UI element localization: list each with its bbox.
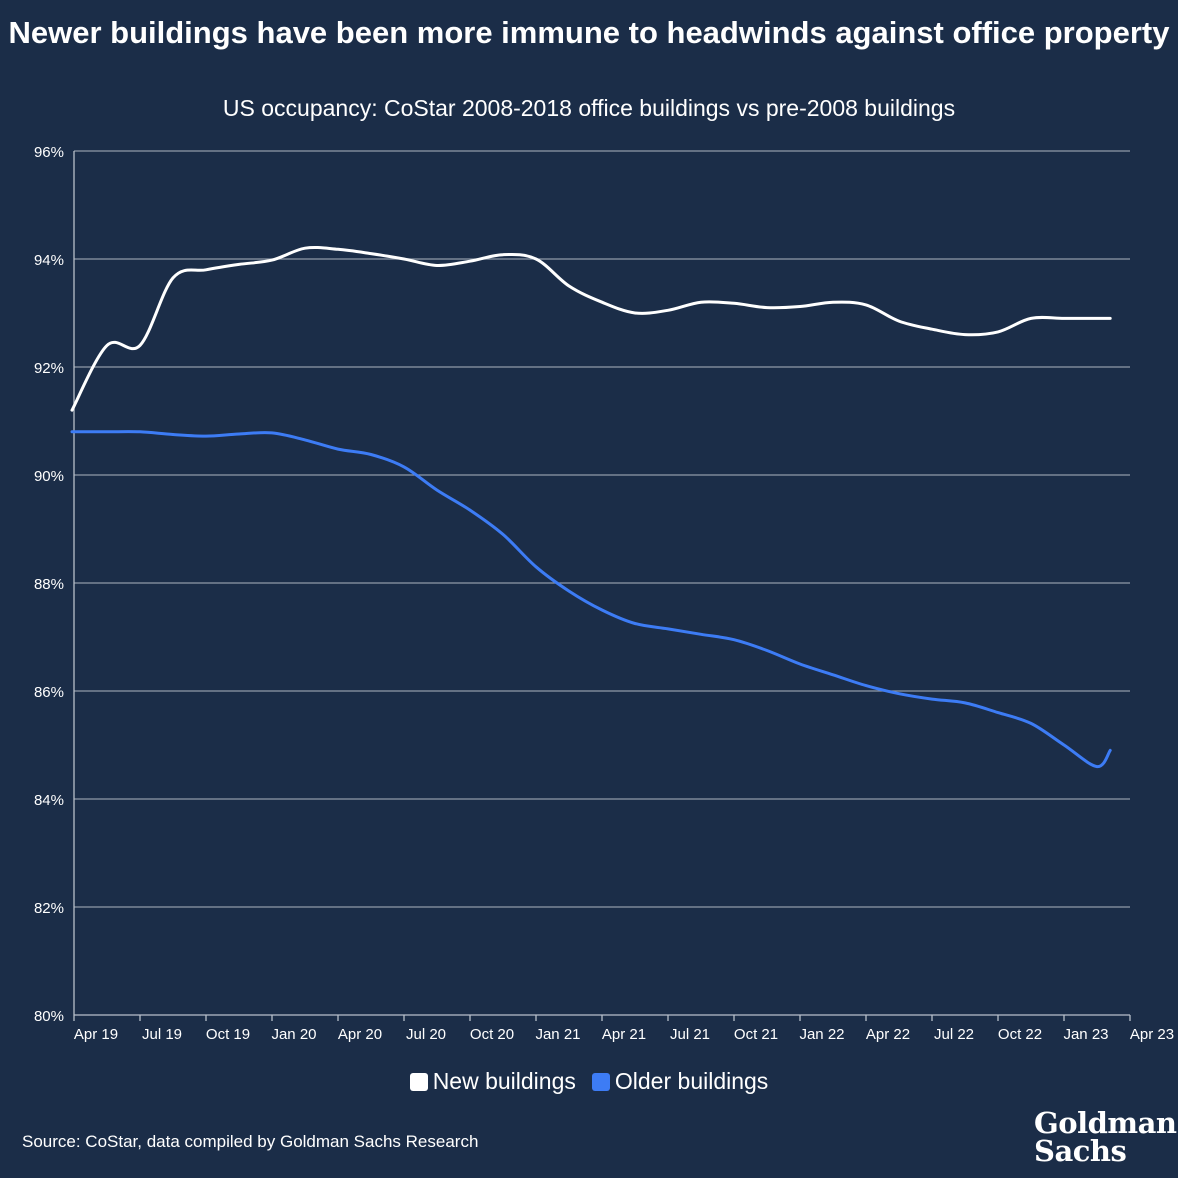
series-line-new-buildings [70,245,1112,412]
chart-legend: New buildings Older buildings [0,1068,1178,1095]
x-tick-label: Jan 23 [1063,1026,1108,1043]
y-tick-label: 90% [34,468,64,485]
y-tick-label: 88% [34,576,64,593]
x-tick-label: Jan 20 [271,1026,316,1043]
legend-swatch-new [409,1072,428,1091]
x-tick-label: Jan 21 [535,1026,580,1043]
x-tick-label: Apr 19 [74,1026,118,1043]
y-tick-label: 80% [34,1008,64,1025]
x-tick-label: Oct 22 [998,1026,1042,1043]
y-tick-label: 82% [34,900,64,917]
goldman-sachs-logo: Goldman Sachs [1034,1106,1177,1168]
x-tick-label: Apr 22 [866,1026,910,1043]
x-tick-label: Oct 21 [734,1026,778,1043]
x-tick-label: Jan 22 [799,1026,844,1043]
x-tick-label: Apr 21 [602,1026,646,1043]
x-tick-label: Apr 23 [1130,1026,1174,1043]
logo-line-1: Goldman [1034,1106,1177,1140]
y-tick-label: 96% [34,144,64,161]
legend-item-new-buildings[interactable]: New buildings [409,1068,576,1095]
logo-line-2: Sachs [1034,1134,1127,1168]
legend-swatch-older [591,1072,610,1091]
legend-label-older: Older buildings [614,1068,769,1094]
legend-item-older-buildings[interactable]: Older buildings [591,1068,769,1095]
legend-label-new: New buildings [432,1068,576,1094]
x-tick-label: Oct 20 [470,1026,514,1043]
x-tick-label: Jul 19 [142,1026,182,1043]
chart-title: Newer buildings have been more immune to… [8,15,1170,50]
x-tick-label: Apr 20 [338,1026,382,1043]
y-tick-label: 94% [34,252,64,269]
x-tick-label: Jul 22 [934,1026,974,1043]
x-tick-label: Jul 21 [670,1026,710,1043]
x-tick-label: Jul 20 [406,1026,446,1043]
y-tick-label: 92% [34,360,64,377]
y-tick-label: 84% [34,792,64,809]
chart-subtitle: US occupancy: CoStar 2008-2018 office bu… [222,95,956,121]
y-tick-label: 86% [34,684,64,701]
x-tick-label: Oct 19 [206,1026,250,1043]
series-line-older-buildings [70,430,1112,769]
source-note: Source: CoStar, data compiled by Goldman… [22,1132,479,1151]
